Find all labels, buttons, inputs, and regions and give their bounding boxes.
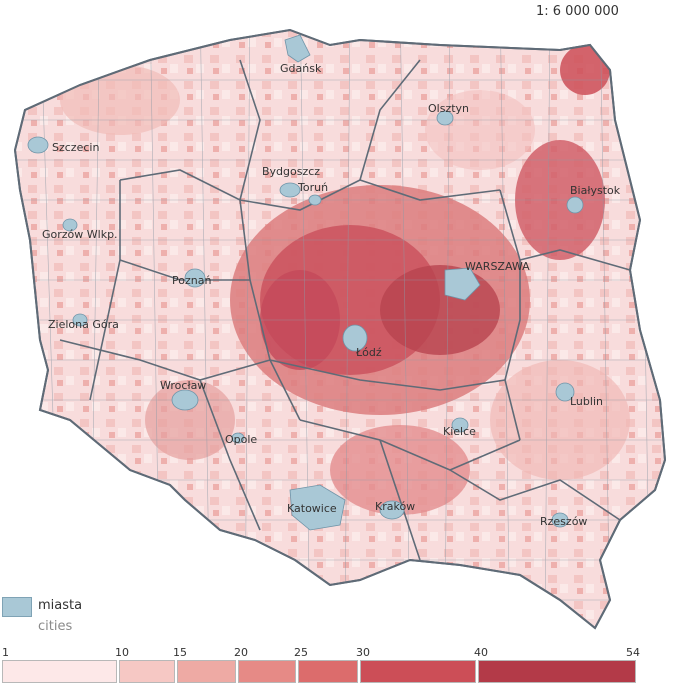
city-label-bydgoszcz: Bydgoszcz [262,165,320,178]
city-area-kielce [451,417,469,433]
scale-class-4 [238,660,296,683]
city-label-warszawa: WARSZAWA [465,260,530,273]
city-area-zielona-gora [72,313,88,327]
poland-choropleth-map: Gdańsk Olsztyn Szczecin Białystok Bydgos… [13,28,667,630]
scale-tick-label: 10 [115,646,129,659]
cities-legend-label: miasta [38,598,83,613]
cities-legend-swatch [2,597,32,617]
scale-tick-label: 30 [356,646,370,659]
voivodeship-borders [59,59,631,561]
city-area-bydgoszcz [279,182,301,198]
city-area-bialystok [566,196,584,214]
mid-value-area [60,65,180,135]
scale-tick-label: 20 [234,646,248,659]
city-label-rzeszow: Rzeszów [540,515,587,528]
scale-tick-label: 1 [2,646,9,659]
scale-class-6 [360,660,476,683]
scale-class-2 [119,660,175,683]
city-area-szczecin [27,136,49,154]
high-value-area [560,45,610,95]
scale-class-3 [177,660,236,683]
city-area-lodz [342,324,368,352]
scale-class-7 [478,660,636,683]
city-area-gorzow [62,218,78,232]
city-label-opole: Opole [225,433,257,446]
municipality-borders [15,30,665,628]
city-label-szczecin: Szczecin [52,141,99,154]
mid-value-area [490,360,630,480]
city-label-lublin: Lublin [570,395,603,408]
scale-class-1 [2,660,117,683]
city-label-gorzow: Gorzów Wlkp. [42,228,118,241]
map-scale: 1: 6 000 000 [536,4,619,19]
city-label-katowice: Katowice [287,502,337,515]
city-label-torun: Toruń [297,181,328,194]
cities-legend-label-en: cities [38,619,73,634]
city-label-krakow: Kraków [375,500,415,513]
high-value-area [330,425,470,515]
city-label-poznan: Poznań [172,274,211,287]
city-label-wroclaw: Wrocław [160,379,206,392]
city-area-lublin [555,382,575,402]
city-label-kielce: Kielce [443,425,476,438]
city-area-warszawa [444,267,481,301]
city-area-poznan [184,268,206,288]
city-label-bialystok: Białystok [570,184,621,197]
scale-tick-label: 15 [173,646,187,659]
scale-tick-label: 40 [474,646,488,659]
scale-class-5 [298,660,358,683]
city-area-katowice [289,484,346,531]
city-area-olsztyn [436,110,454,126]
city-area-wroclaw [171,389,199,411]
city-labels: Gdańsk Olsztyn Szczecin Białystok Bydgos… [42,62,621,528]
city-label-lodz: Łódź [355,346,382,359]
city-label-zielona-gora: Zielona Góra [48,318,119,331]
city-area-torun [308,194,322,206]
mid-value-area [425,90,535,170]
scale-tick-label: 54 [626,646,640,659]
city-label-gdansk: Gdańsk [280,62,322,75]
high-value-area [380,265,500,355]
city-area-gdansk [284,34,311,63]
city-area-krakow [379,500,405,520]
city-area-opole [231,432,245,444]
scale-tick-label: 25 [294,646,308,659]
city-area-rzeszow [551,512,569,528]
city-label-olsztyn: Olsztyn [428,102,469,115]
